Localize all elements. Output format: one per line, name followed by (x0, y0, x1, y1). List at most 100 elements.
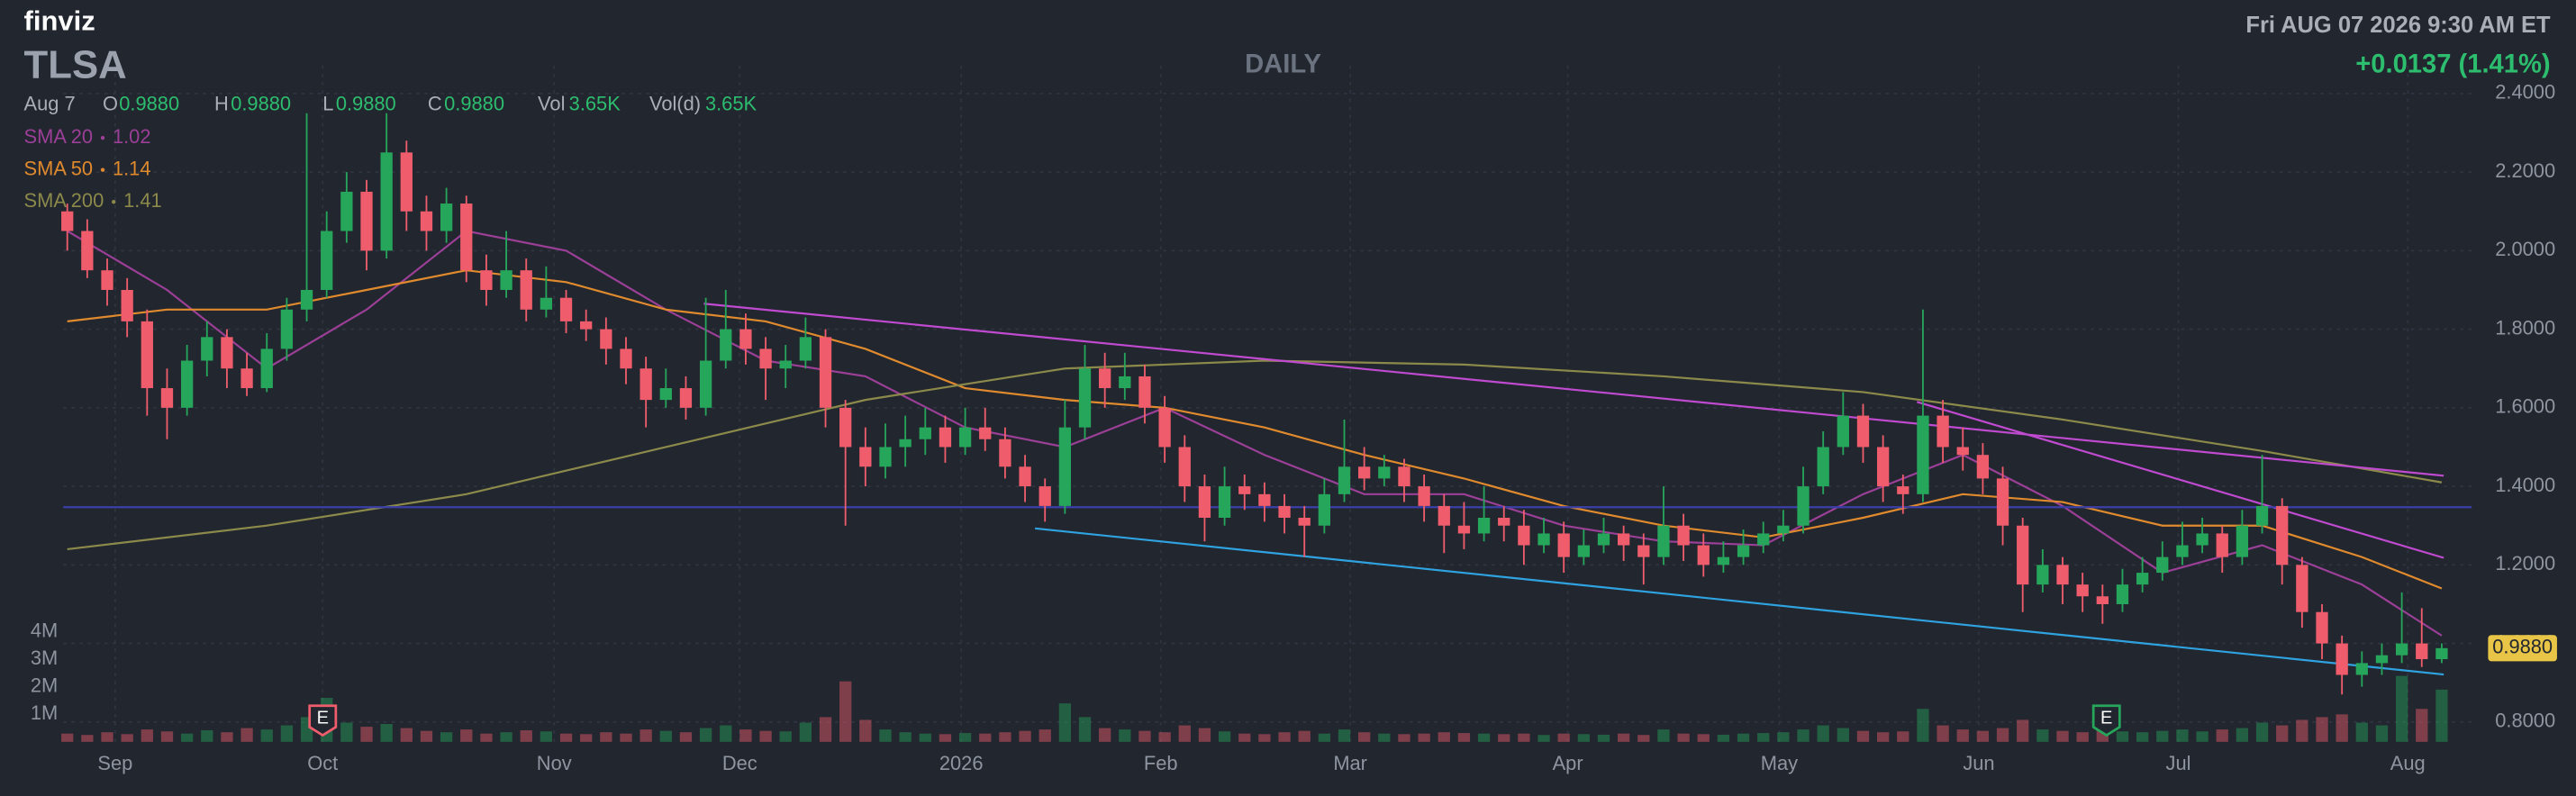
volume-bar (1518, 733, 1530, 742)
volume-bar (460, 729, 473, 742)
candle-body (1138, 375, 1151, 408)
earnings-label: E (2100, 709, 2112, 728)
candle-body (2336, 643, 2348, 675)
volume-bar (1338, 729, 1351, 742)
candle-body (2395, 643, 2408, 656)
volume-bar (1637, 735, 1650, 742)
candle-body (1937, 415, 1949, 448)
volume-bar (1856, 730, 1870, 742)
candle-body (759, 348, 772, 369)
candle-body (559, 297, 573, 321)
candle-body (620, 348, 632, 369)
candle-body (2316, 611, 2328, 644)
candle-body (720, 329, 732, 361)
volume-bar (1677, 733, 1690, 742)
x-tick-label: Dec (722, 752, 757, 774)
quote-label: Vol(d) (649, 92, 701, 114)
candle-body (839, 407, 852, 448)
volume-bar (919, 733, 931, 742)
volume-bar (1876, 732, 1890, 742)
candle-body (540, 297, 553, 310)
volume-bar (1897, 731, 1909, 742)
candle-body (1757, 533, 1770, 546)
candle-body (1917, 415, 1929, 494)
candle-body (1518, 525, 1530, 546)
candle-body (2136, 573, 2149, 585)
candle-body (879, 447, 892, 467)
legend-name: SMA 20 (24, 125, 94, 148)
candle-body (340, 191, 353, 231)
volume-bar (1837, 728, 1849, 742)
x-tick-label: 2026 (939, 752, 984, 774)
logo[interactable]: finviz (24, 5, 95, 37)
volume-bar (1258, 734, 1271, 742)
candle-body (699, 360, 712, 408)
volume-bar (1777, 732, 1790, 742)
candle-body (300, 289, 313, 310)
candle-body (1856, 415, 1870, 448)
volume-bar (580, 734, 593, 742)
volume-bar (1119, 729, 1131, 742)
candle-body (2017, 525, 2029, 585)
candle-body (1238, 486, 1251, 494)
candle-body (1897, 486, 1909, 494)
volume-bar (939, 734, 952, 742)
candle-body (1477, 518, 1491, 534)
symbol: TLSA (24, 42, 127, 86)
volume-bar (1657, 729, 1670, 742)
volume-bar (2375, 725, 2389, 742)
volume-bar (1238, 733, 1251, 742)
volume-bar (81, 735, 94, 742)
candle-body (1457, 525, 1471, 534)
volume-bar (779, 731, 792, 742)
candle-body (2255, 505, 2269, 526)
volume-bar (979, 733, 992, 742)
volume-bar (1418, 733, 1430, 742)
volume-bar (1099, 728, 1111, 742)
legend-value: 1.41 (123, 189, 162, 212)
x-tick-label: Jun (1963, 752, 1994, 774)
candle-body (1697, 545, 1710, 565)
x-tick-label: May (1761, 752, 1798, 774)
candle-body (679, 388, 693, 408)
volume-bar (2355, 722, 2368, 742)
quote-value: 0.9880 (336, 92, 396, 114)
candle-body (659, 388, 672, 401)
candle-body (400, 152, 413, 212)
candle-body (1537, 533, 1550, 546)
volume-bar (1078, 717, 1092, 742)
volume-bar (1917, 709, 1929, 742)
candle-body (180, 360, 194, 408)
x-tick-label: Jul (2166, 752, 2191, 774)
quote-label: L (322, 92, 333, 114)
candle-body (1557, 533, 1570, 557)
volume-bar (1358, 732, 1371, 742)
candle-body (2096, 596, 2109, 604)
quote-label: C (428, 92, 442, 114)
volume-bar (2076, 732, 2089, 742)
volume-bar (1976, 730, 1990, 742)
volume-bar (759, 730, 772, 742)
volume-bar (1717, 734, 1730, 742)
candle-body (1817, 447, 1829, 487)
volume-bar (400, 728, 413, 742)
candle-body (520, 270, 532, 310)
volume-bar (2216, 729, 2228, 742)
volume-bar (1298, 730, 1311, 742)
candle-body (500, 270, 512, 290)
candle-body (460, 204, 473, 271)
volume-bar (2196, 731, 2209, 742)
volume-bar (1158, 732, 1171, 742)
volume-bar (440, 732, 453, 742)
candle-body (380, 152, 393, 251)
y-tick-label: 2.2000 (2495, 159, 2555, 182)
volume-bar (679, 732, 693, 742)
candle-body (2435, 647, 2448, 660)
quote-date: Aug 7 (24, 92, 76, 114)
volume-bar (101, 732, 113, 742)
volume-bar (1457, 733, 1471, 742)
quote-value: 3.65K (569, 92, 621, 114)
candle-body (420, 211, 433, 231)
legend-name: SMA 200 (24, 189, 104, 212)
